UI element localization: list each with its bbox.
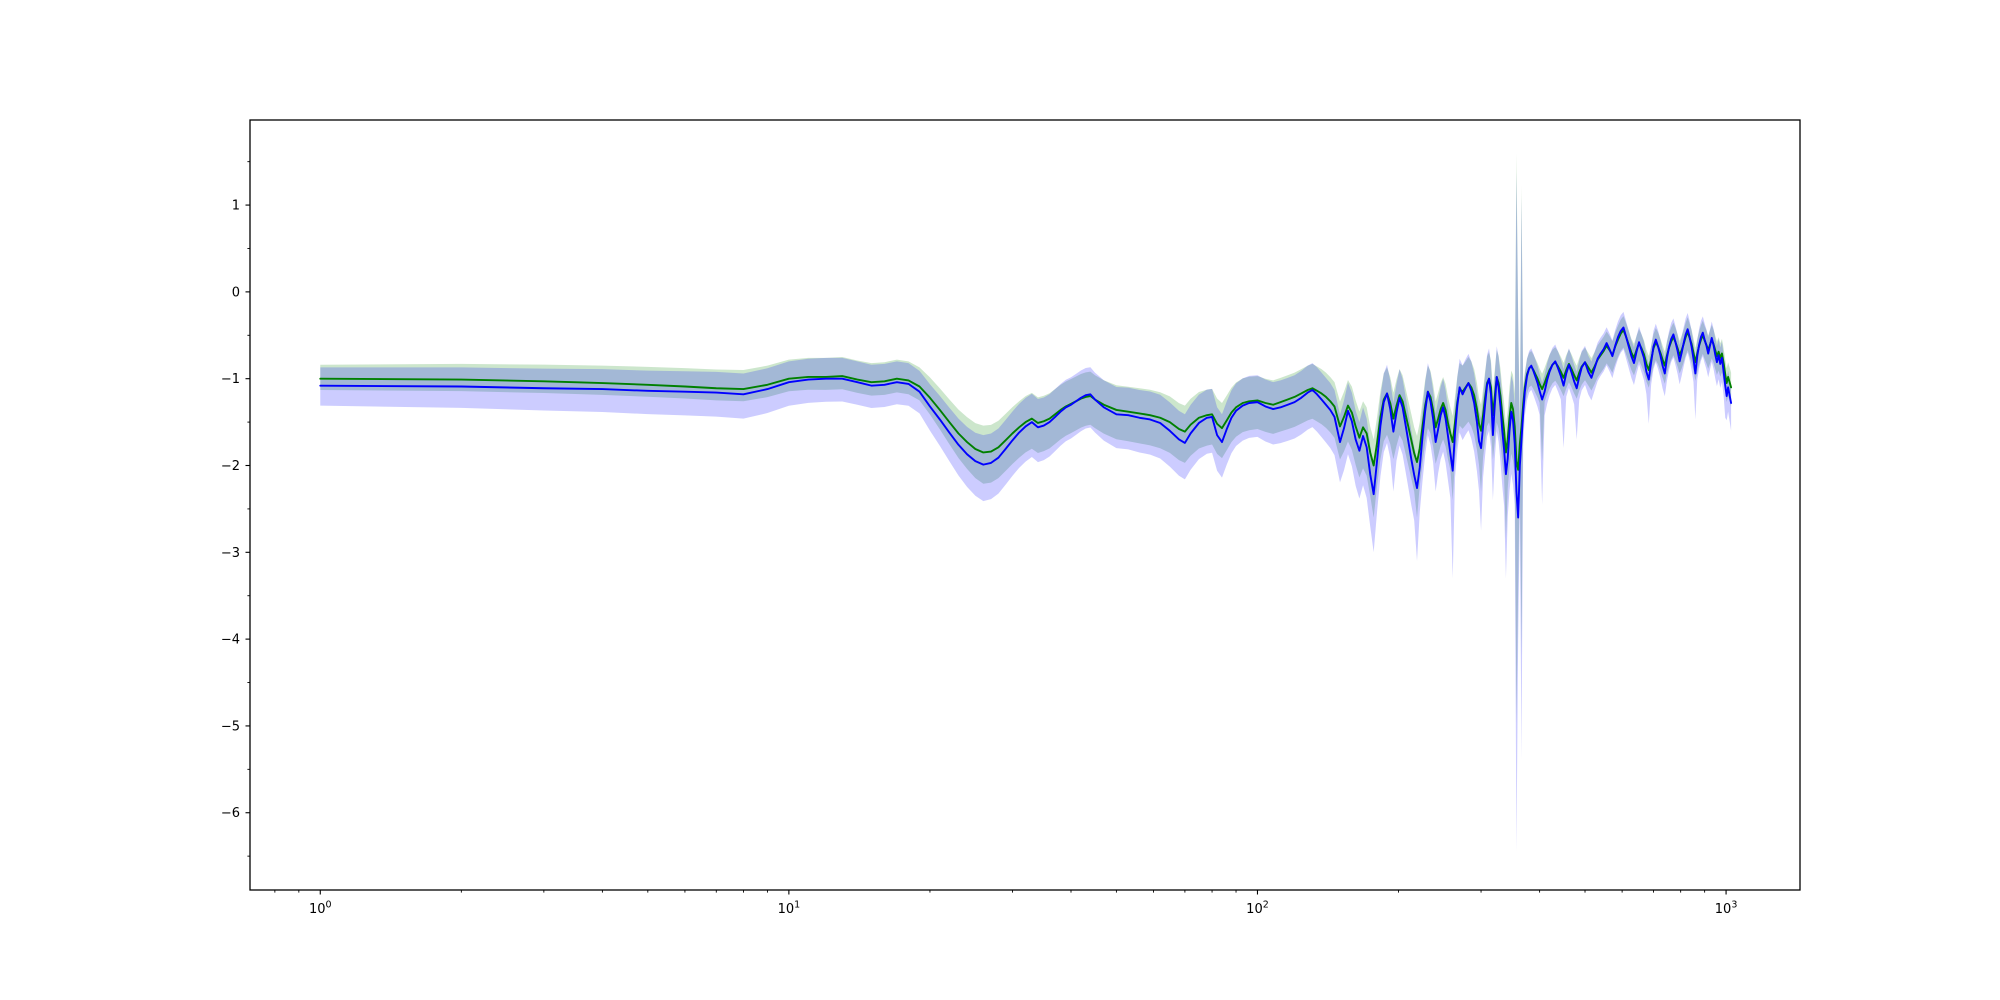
- y-tick-label: 0: [232, 285, 240, 300]
- y-tick-label: −2: [221, 459, 240, 474]
- x-axis-major-ticks: [319, 890, 1727, 895]
- y-tick-label: 1: [232, 199, 240, 214]
- y-axis-minor-ticks: [247, 161, 250, 857]
- blue-mean-line: [319, 326, 1733, 519]
- y-tick-label: −1: [221, 372, 240, 387]
- plot-border: [249, 119, 1801, 891]
- green-confidence-band: [320, 152, 1732, 724]
- y-axis-tick-labels: 1 0 −1 −2 −3 −4 −5 −6: [221, 199, 240, 822]
- y-tick-label: −4: [221, 633, 240, 648]
- y-tick-label: −3: [221, 546, 240, 561]
- x-axis-minor-ticks: [274, 890, 1706, 893]
- y-tick-label: −5: [221, 719, 240, 734]
- y-axis-major-ticks: [245, 204, 250, 814]
- y-tick-label: −6: [221, 806, 240, 821]
